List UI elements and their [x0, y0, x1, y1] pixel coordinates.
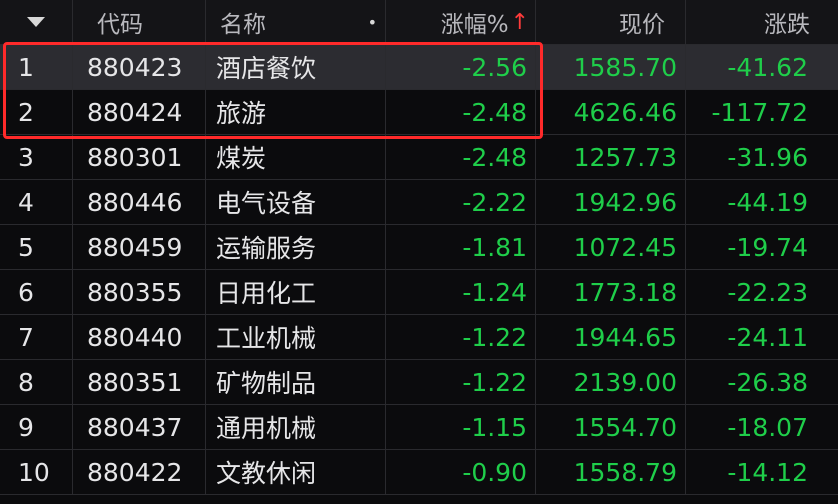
row-price: 1072.45 — [536, 225, 686, 269]
column-header-price[interactable]: 现价 — [536, 0, 686, 44]
row-code: 880301 — [73, 135, 206, 179]
row-code: 880440 — [73, 315, 206, 359]
row-code: 880459 — [73, 225, 206, 269]
column-header-name-label: 名称 — [220, 12, 266, 38]
row-price: 1554.70 — [536, 405, 686, 449]
row-index: 1 — [0, 45, 73, 89]
column-dot-icon: • — [367, 12, 377, 32]
row-index: 3 — [0, 135, 73, 179]
row-change-pct: -1.15 — [386, 405, 536, 449]
row-name: 旅游 — [206, 90, 386, 134]
table-row[interactable]: 8 880351 矿物制品 -1.22 2139.00 -26.38 — [0, 360, 838, 405]
table-header: 代码 名称 • 涨幅% ↑ 现价 涨跌 — [0, 0, 838, 45]
row-price: 1773.18 — [536, 270, 686, 314]
row-change: -18.07 — [727, 412, 808, 442]
column-header-code-label: 代码 — [97, 12, 143, 38]
row-name: 酒店餐饮 — [206, 45, 386, 89]
row-price: 2139.00 — [536, 360, 686, 404]
sort-ascending-icon: ↑ — [510, 9, 529, 35]
row-index: 4 — [0, 180, 73, 224]
row-code: 880446 — [73, 180, 206, 224]
row-index: 6 — [0, 270, 73, 314]
table-row[interactable]: 1 880423 酒店餐饮 -2.56 1585.70 -41.62 — [0, 45, 838, 90]
row-name: 矿物制品 — [206, 360, 386, 404]
table-row[interactable]: 5 880459 运输服务 -1.81 1072.45 -19.74 — [0, 225, 838, 270]
row-name: 工业机械 — [206, 315, 386, 359]
table-row[interactable]: 10 880422 文教休闲 -0.90 1558.79 -14.12 — [0, 450, 838, 495]
dropdown-triangle-icon — [27, 17, 45, 27]
row-change: -24.11 — [727, 322, 808, 352]
row-change-pct: -2.48 — [386, 90, 536, 134]
row-name: 文教休闲 — [206, 450, 386, 494]
column-header-change-label: 涨跌 — [764, 12, 810, 38]
table-row[interactable]: 9 880437 通用机械 -1.15 1554.70 -18.07 — [0, 405, 838, 450]
column-header-price-label: 现价 — [619, 12, 665, 38]
table-row[interactable]: 6 880355 日用化工 -1.24 1773.18 -22.23 — [0, 270, 838, 315]
row-name: 电气设备 — [206, 180, 386, 224]
column-header-change-pct-label: 涨幅% — [440, 12, 509, 38]
row-change-pct: -2.56 — [386, 45, 536, 89]
row-index: 9 — [0, 405, 73, 449]
row-index: 8 — [0, 360, 73, 404]
row-name: 日用化工 — [206, 270, 386, 314]
column-header-change[interactable]: 涨跌 — [686, 0, 838, 44]
row-price: 1585.70 — [536, 45, 686, 89]
row-index: 10 — [0, 450, 73, 494]
table-row[interactable]: 3 880301 煤炭 -2.48 1257.73 -31.96 — [0, 135, 838, 180]
row-price: 1558.79 — [536, 450, 686, 494]
row-change: -26.38 — [727, 367, 808, 397]
table-row[interactable]: 2 880424 旅游 -2.48 4626.46 -117.72 — [0, 90, 838, 135]
row-code: 880424 — [73, 90, 206, 134]
row-change: -31.96 — [727, 142, 808, 172]
row-code: 880437 — [73, 405, 206, 449]
column-header-code[interactable]: 代码 — [73, 0, 206, 44]
row-change-pct: -2.22 — [386, 180, 536, 224]
row-change: -14.12 — [727, 457, 808, 487]
row-index: 2 — [0, 90, 73, 134]
row-change-pct: -2.48 — [386, 135, 536, 179]
column-header-change-pct[interactable]: 涨幅% ↑ — [386, 0, 536, 44]
row-name: 煤炭 — [206, 135, 386, 179]
row-code: 880422 — [73, 450, 206, 494]
row-index: 5 — [0, 225, 73, 269]
row-change: -117.72 — [711, 97, 809, 127]
row-name: 运输服务 — [206, 225, 386, 269]
row-change-pct: -1.22 — [386, 360, 536, 404]
row-price: 4626.46 — [536, 90, 686, 134]
row-price: 1257.73 — [536, 135, 686, 179]
row-price: 1942.96 — [536, 180, 686, 224]
row-change: -22.23 — [727, 277, 808, 307]
row-code: 880355 — [73, 270, 206, 314]
row-change: -41.62 — [727, 52, 808, 82]
row-code: 880351 — [73, 360, 206, 404]
row-change-pct: -1.22 — [386, 315, 536, 359]
row-code: 880423 — [73, 45, 206, 89]
column-header-name[interactable]: 名称 • — [206, 0, 386, 44]
row-change-pct: -1.24 — [386, 270, 536, 314]
row-price: 1944.65 — [536, 315, 686, 359]
row-change-pct: -1.81 — [386, 225, 536, 269]
row-index: 7 — [0, 315, 73, 359]
row-change: -44.19 — [727, 187, 808, 217]
row-change: -19.74 — [727, 232, 808, 262]
table-row[interactable]: 7 880440 工业机械 -1.22 1944.65 -24.11 — [0, 315, 838, 360]
row-name: 通用机械 — [206, 405, 386, 449]
column-menu-button[interactable] — [0, 0, 73, 44]
table-row[interactable]: 4 880446 电气设备 -2.22 1942.96 -44.19 — [0, 180, 838, 225]
row-change-pct: -0.90 — [386, 450, 536, 494]
